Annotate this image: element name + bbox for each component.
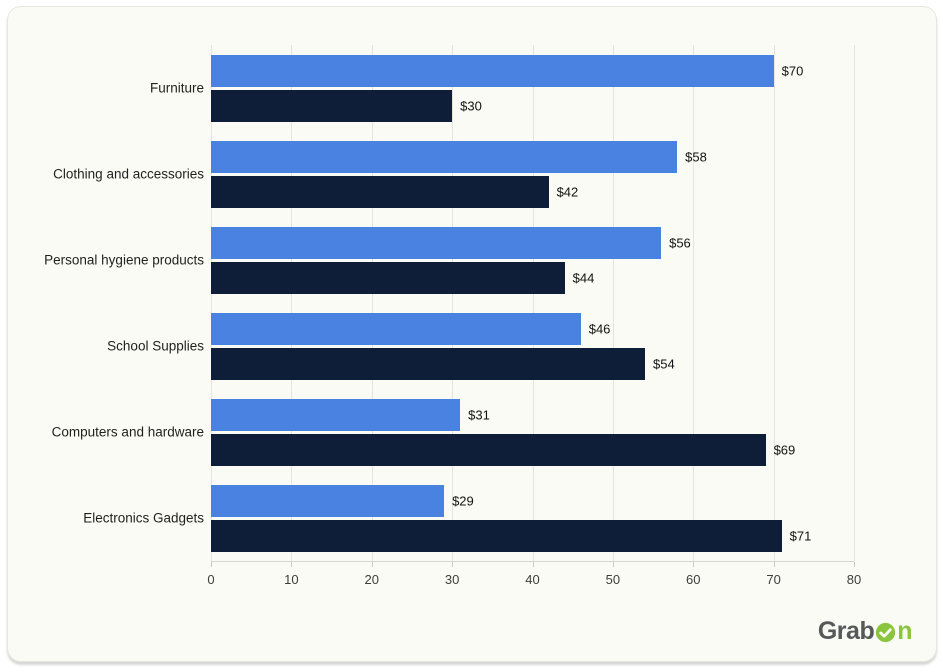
bar-series-0: $58	[211, 140, 707, 173]
category-label: Personal hygiene products	[44, 252, 204, 268]
category-row: School Supplies $46 $54	[107, 303, 854, 389]
logo-o-check-icon	[876, 622, 896, 643]
axis-tick-label: 20	[364, 572, 379, 587]
bar-value-label: $69	[773, 442, 796, 457]
gridline	[532, 45, 534, 561]
bar-track: $70	[211, 54, 854, 87]
axis-tick-mark	[693, 562, 695, 567]
category-label: Furniture	[149, 80, 204, 96]
gridline	[211, 45, 212, 561]
bar-series-0: $70	[211, 54, 803, 87]
axis-tick-mark	[371, 562, 373, 567]
bar-track: $69	[211, 433, 854, 466]
category-label: Electronics Gadgets	[83, 510, 204, 526]
gridline	[854, 45, 855, 561]
axis-tick-label: 70	[766, 572, 781, 587]
axis-tick-label: 80	[846, 572, 862, 587]
bar-value-label: $58	[685, 149, 707, 164]
bar-value-label: $56	[669, 235, 691, 250]
axis-tick-label: 50	[605, 572, 621, 587]
grabon-logo: Grab n	[817, 617, 913, 646]
gridline	[693, 45, 695, 561]
axis-tick-mark	[532, 562, 534, 567]
bar-track: $54	[211, 347, 854, 380]
category-row: Furniture $70 $30	[150, 45, 854, 131]
bar-track: $31	[211, 398, 854, 431]
bar-value-label: $70	[781, 63, 804, 78]
bar-value-label: $44	[572, 270, 595, 285]
axis-tick-mark	[211, 562, 212, 567]
category-label: School Supplies	[107, 338, 204, 354]
bar-series-1: $71	[211, 519, 811, 552]
bar-value-label: $42	[556, 184, 579, 199]
axis-tick-mark	[612, 562, 614, 567]
gridline	[291, 45, 293, 561]
bar-value-label: $31	[468, 407, 490, 422]
bar-value-label: $30	[460, 98, 482, 113]
bar-series-0: $46	[211, 312, 610, 345]
axis-tick-label: 10	[284, 572, 299, 587]
bar-series-1: $44	[211, 261, 594, 294]
axis-tick-label: 30	[444, 572, 460, 587]
axis-tick-mark	[291, 562, 293, 567]
category-label: Computers and hardware	[51, 424, 204, 440]
bar-series-0: $29	[211, 484, 474, 517]
axis-tick-label: 60	[686, 572, 701, 587]
bar-series-0: $56	[211, 226, 691, 259]
bar-track: $56	[211, 226, 854, 259]
x-axis: 0 10 20 30 40 50 60 70 80	[207, 561, 861, 591]
bar-rows: Furniture $70 $30 Clothing and accessories $…	[44, 45, 854, 561]
gridline	[612, 45, 614, 561]
axis-tick-mark	[773, 562, 775, 567]
bar-track: $42	[211, 175, 854, 208]
bar-series-1: $42	[211, 175, 578, 208]
bar-track: $58	[211, 140, 854, 173]
axis-tick-mark	[854, 562, 855, 567]
category-label: Clothing and accessories	[53, 166, 204, 182]
category-row: Electronics Gadgets $29 $71	[83, 475, 854, 561]
gridline	[371, 45, 373, 561]
category-row: Computers and hardware $31 $69	[52, 389, 854, 475]
category-row: Personal hygiene products $56 $44	[44, 217, 854, 303]
bar-series-1: $30	[211, 89, 482, 122]
bar-track: $71	[211, 519, 854, 552]
bar-track: $46	[211, 312, 854, 345]
bar-value-label: $71	[789, 528, 812, 543]
bar-series-0: $31	[211, 398, 490, 431]
gridline	[452, 45, 454, 561]
bar-series-1: $54	[211, 347, 675, 380]
chart-card: Furniture $70 $30 Clothing and accessories $…	[7, 6, 937, 662]
axis-tick-mark	[452, 562, 454, 567]
axis-tick-label: 40	[525, 572, 540, 587]
bar-track: $29	[211, 484, 854, 517]
bar-track: $44	[211, 261, 854, 294]
logo-text-n: n	[897, 617, 912, 645]
bar-value-label: $54	[653, 356, 675, 371]
logo-text-grab: Grab	[817, 617, 875, 645]
category-row: Clothing and accessories $58 $42	[53, 131, 854, 217]
gridline	[773, 45, 775, 561]
bar-track: $30	[211, 89, 854, 122]
bar-series-1: $69	[211, 433, 795, 466]
axis-tick-label: 0	[207, 572, 215, 587]
bar-value-label: $29	[452, 493, 474, 508]
bar-value-label: $46	[588, 321, 611, 336]
plot-area: Furniture $70 $30 Clothing and accessories $…	[44, 45, 855, 561]
